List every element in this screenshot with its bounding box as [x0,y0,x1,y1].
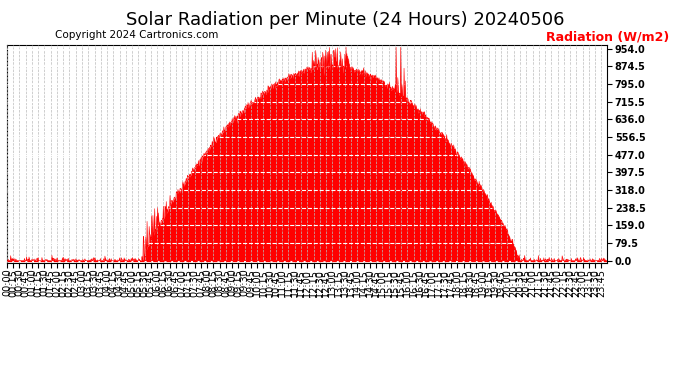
Text: Radiation (W/m2): Radiation (W/m2) [546,30,669,43]
Text: Solar Radiation per Minute (24 Hours) 20240506: Solar Radiation per Minute (24 Hours) 20… [126,11,564,29]
Text: Copyright 2024 Cartronics.com: Copyright 2024 Cartronics.com [55,30,219,40]
